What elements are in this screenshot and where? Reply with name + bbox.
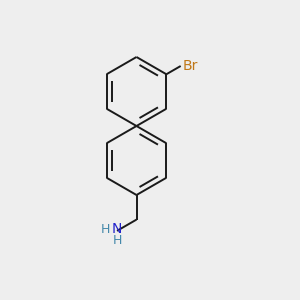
Text: N: N	[112, 222, 122, 236]
Text: H: H	[101, 223, 110, 236]
Text: Br: Br	[182, 59, 198, 73]
Text: H: H	[112, 234, 122, 247]
